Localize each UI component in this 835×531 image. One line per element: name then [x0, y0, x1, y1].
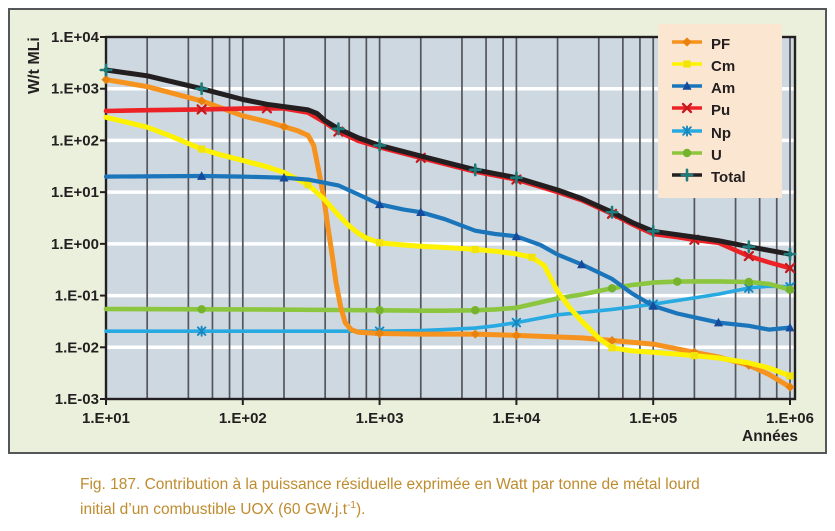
u-line-marker-icon [670, 146, 704, 165]
cm-line-marker-icon [670, 57, 704, 76]
x-tick-label: 1.E+04 [492, 410, 541, 427]
legend-entry-am: Am [670, 78, 776, 100]
x-tick-label: 1.E+03 [356, 410, 404, 427]
series-markers-Am [197, 171, 795, 332]
series-line-Total [103, 67, 793, 257]
chart-figure: 1.E+04 1.E+03 1.E+02 1.E+01 1.E+00 1.E-01 1.E-… [8, 8, 827, 454]
series-markers-Cm [198, 145, 794, 380]
y-tick-label: 1.E-01 [55, 288, 99, 305]
legend-label-u: U [711, 147, 722, 165]
pu-line-marker-icon [670, 101, 704, 120]
x-tick-label: 1.E+02 [219, 410, 267, 427]
caption-line-1: Fig. 187. Contribution à la puissance ré… [80, 476, 700, 493]
series-markers-U [197, 277, 795, 315]
legend-label-pf: PF [711, 35, 731, 53]
legend: PF Cm Am Pu Np U [658, 24, 782, 198]
y-tick-label: 1.E-02 [55, 339, 99, 356]
x-tick-labels: 1.E+01 1.E+02 1.E+03 1.E+04 1.E+05 1.E+06 [82, 410, 814, 427]
x-tick-label: 1.E+06 [766, 410, 814, 427]
x-tick-label: 1.E+01 [82, 410, 130, 427]
legend-label-pu: Pu [711, 102, 731, 120]
caption-line-2: initial d’un combustible UOX (60 GW.j.t-… [80, 499, 366, 518]
y-axis-label: W/t MLi [26, 37, 43, 94]
y-tick-label: 1.E+02 [51, 132, 99, 149]
legend-label-total: Total [711, 169, 746, 187]
y-tick-label: 1.E+00 [51, 236, 99, 253]
y-tick-label: 1.E+04 [51, 29, 100, 46]
legend-entry-pu: Pu [670, 100, 776, 122]
legend-entry-np: Np [670, 122, 776, 144]
am-line-marker-icon [670, 79, 704, 98]
legend-entry-pf: PF [670, 33, 776, 55]
x-tick-label: 1.E+05 [629, 410, 677, 427]
legend-entry-u: U [670, 145, 776, 167]
y-tick-label: 1.E+01 [51, 184, 99, 201]
series-line-Cm [103, 114, 793, 379]
series-line-Am [103, 173, 793, 332]
y-tick-labels: 1.E+04 1.E+03 1.E+02 1.E+01 1.E+00 1.E-01 1.E-… [51, 29, 100, 408]
legend-entry-cm: Cm [670, 55, 776, 77]
legend-label-cm: Cm [711, 57, 736, 75]
y-tick-label: 1.E-03 [55, 391, 99, 408]
x-axis-label: Années [742, 428, 798, 445]
figure-caption: Fig. 187. Contribution à la puissance ré… [80, 472, 790, 522]
y-tick-label: 1.E+03 [51, 81, 99, 98]
pf-line-marker-icon [670, 35, 704, 54]
legend-label-np: Np [711, 124, 731, 142]
total-line-marker-icon [670, 168, 704, 187]
plot-frame [104, 35, 797, 401]
legend-label-am: Am [711, 80, 736, 98]
axis-ticks [100, 36, 791, 405]
series-markers-Total [99, 63, 797, 261]
series-line-U [103, 279, 793, 313]
np-line-marker-icon [670, 124, 704, 143]
legend-entry-total: Total [670, 167, 776, 189]
